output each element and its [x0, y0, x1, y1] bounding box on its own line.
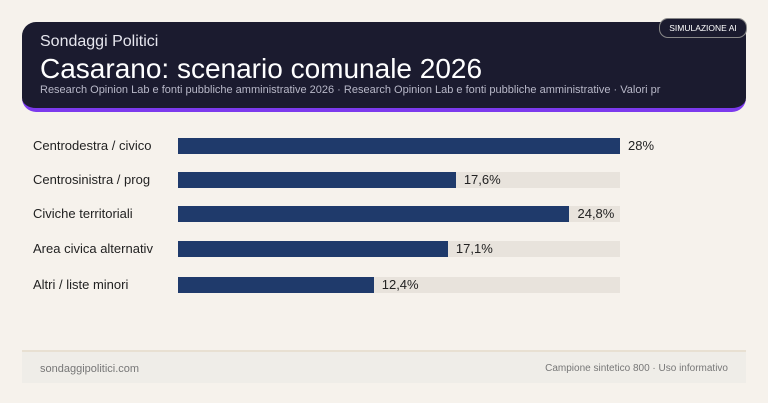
- subtitle: Research Opinion Lab e fonti pubbliche a…: [40, 84, 661, 96]
- footer-site: sondaggipolitici.com: [40, 363, 140, 375]
- bar-row: Centrosinistra / prog 17,6%: [0, 171, 768, 189]
- bar-row: Centrodestra / civico 28%: [0, 137, 768, 155]
- header-card: Sondaggi Politici Casarano: scenario com…: [22, 22, 746, 112]
- value-label: 24,8%: [577, 206, 615, 221]
- bar: [178, 241, 448, 257]
- bar: [178, 138, 620, 154]
- brand-name: Sondaggi Politici: [40, 33, 159, 50]
- simulation-badge: SIMULAZIONE AI: [659, 18, 747, 38]
- footer: sondaggipolitici.com Campione sintetico …: [22, 350, 746, 383]
- value-label: 28%: [628, 138, 655, 153]
- category-label: Altri / liste minori: [33, 277, 129, 292]
- bar: [178, 277, 374, 293]
- category-label: Centrodestra / civico: [33, 138, 152, 153]
- bar: [178, 172, 456, 188]
- value-label: 17,1%: [455, 241, 493, 256]
- page-title: Casarano: scenario comunale 2026: [40, 53, 483, 84]
- bar-row: Area civica alternativ 17,1%: [0, 240, 768, 258]
- category-label: Centrosinistra / prog: [33, 172, 151, 187]
- value-label: 17,6%: [463, 172, 501, 187]
- bar-row: Altri / liste minori 12,4%: [0, 276, 768, 294]
- value-label: 12,4%: [381, 277, 419, 292]
- category-label: Civiche territoriali: [33, 206, 133, 221]
- category-label: Area civica alternativ: [33, 241, 153, 256]
- bar-row: Civiche territoriali 24,8%: [0, 205, 768, 223]
- bar: [178, 206, 570, 222]
- footer-note: Campione sintetico 800 · Uso informativo: [545, 363, 728, 374]
